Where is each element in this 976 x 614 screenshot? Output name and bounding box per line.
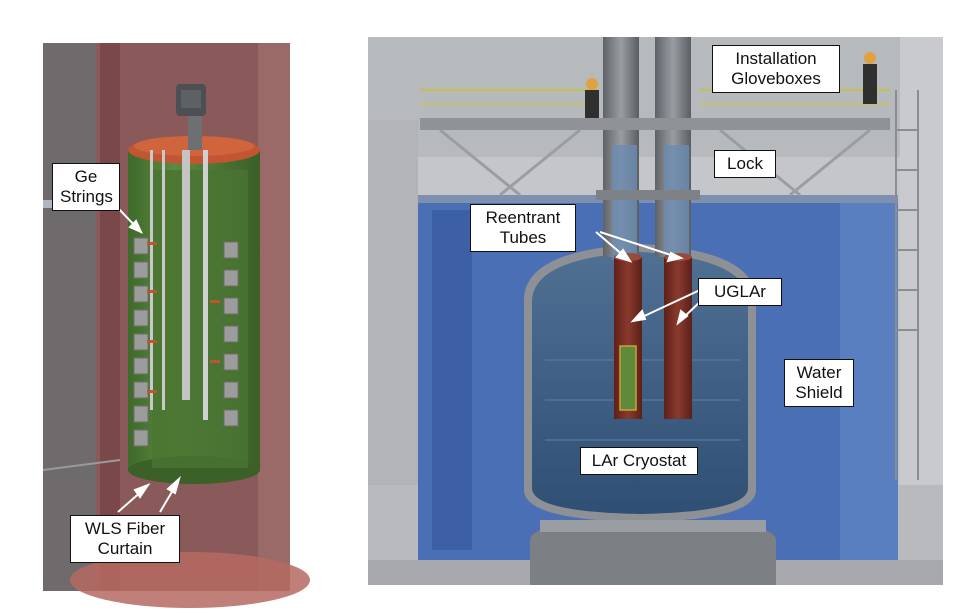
label-lar-cryostat: LAr Cryostat	[580, 447, 698, 475]
label-uglar: UGLAr	[698, 278, 782, 306]
reentrant-tube-right	[664, 253, 692, 419]
cable-markers	[147, 242, 220, 393]
label-wls-fiber-curtain: WLS Fiber Curtain	[70, 515, 180, 563]
left-callout-arrows	[117, 207, 181, 513]
worker-figure-left	[585, 78, 599, 118]
label-water-shield: Water Shield	[784, 359, 854, 407]
label-installation-gloveboxes: Installation Gloveboxes	[712, 45, 840, 93]
ge-detector-stack-right	[223, 241, 239, 427]
uglar-insert	[619, 345, 637, 411]
top-motor-assembly	[176, 84, 206, 150]
access-ladder	[895, 90, 919, 480]
ge-string-rods	[150, 150, 208, 420]
ge-detector-stack-left	[133, 237, 149, 447]
access-shafts	[596, 37, 700, 260]
label-reentrant-tubes: Reentrant Tubes	[470, 204, 576, 252]
label-lock: Lock	[714, 150, 776, 178]
label-ge-strings: Ge Strings	[52, 163, 120, 211]
reentrant-tube-left	[614, 253, 642, 419]
worker-figure-right	[863, 52, 877, 104]
right-callout-arrows	[595, 231, 703, 326]
